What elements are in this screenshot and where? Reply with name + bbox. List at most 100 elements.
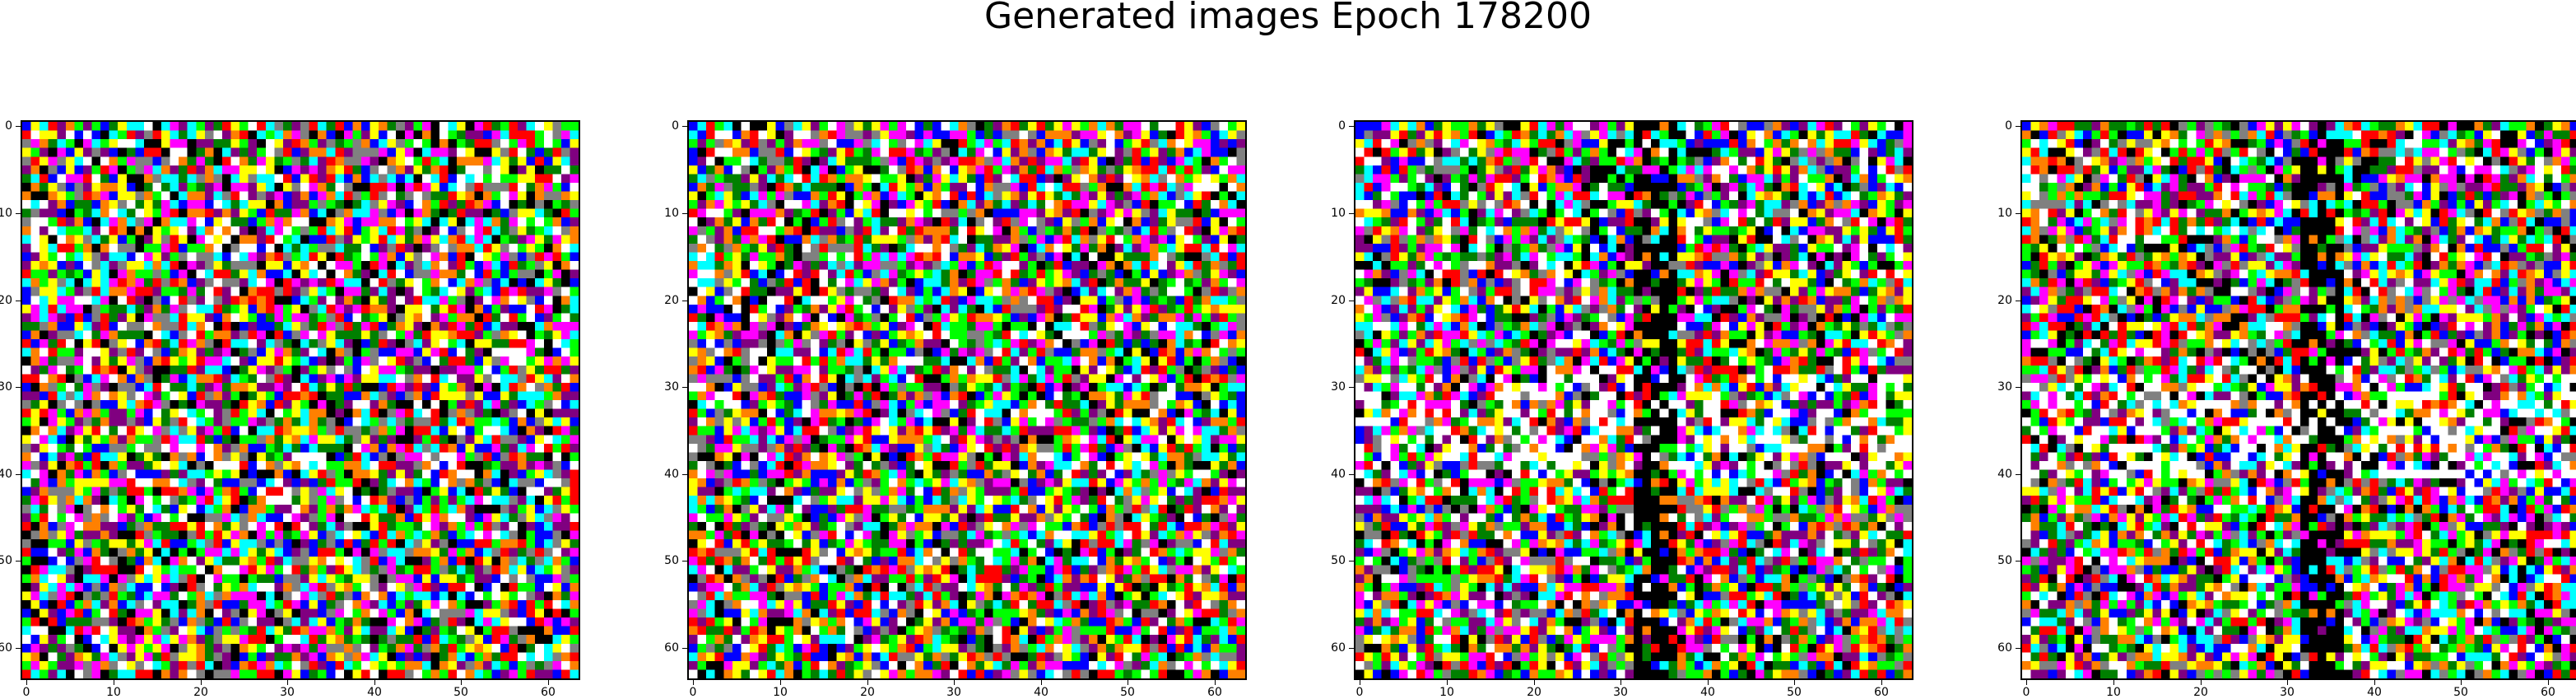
x-tick-label: 40	[1034, 686, 1049, 699]
x-tick-label: 20	[2193, 686, 2208, 699]
image-panel-3	[1354, 120, 1913, 680]
x-tick-label: 20	[193, 686, 208, 699]
x-tick-label: 30	[946, 686, 961, 699]
x-tickmark	[374, 680, 375, 685]
x-tick-label: 10	[1439, 686, 1454, 699]
y-tick-label: 60	[664, 641, 679, 655]
x-tickmark	[201, 680, 202, 685]
y-tickmark	[16, 648, 21, 649]
x-tick-label: 50	[453, 686, 468, 699]
y-tick-label: 20	[1997, 294, 2012, 307]
y-tick-label: 0	[672, 119, 679, 133]
x-tickmark	[780, 680, 781, 685]
y-tick-label: 50	[1331, 554, 1346, 567]
y-tick-label: 20	[0, 294, 12, 307]
y-tickmark	[2016, 387, 2020, 388]
image-panel-1	[21, 120, 580, 680]
x-tickmark	[867, 680, 868, 685]
x-tick-label: 0	[2022, 686, 2030, 699]
y-tick-label: 40	[664, 468, 679, 481]
y-tickmark	[2016, 474, 2020, 475]
x-tickmark	[1708, 680, 1709, 685]
x-tickmark	[1534, 680, 1535, 685]
x-tickmark	[954, 680, 955, 685]
x-tick-label: 30	[1613, 686, 1628, 699]
x-tick-label: 20	[860, 686, 875, 699]
x-tickmark	[548, 680, 549, 685]
y-tickmark	[1349, 648, 1354, 649]
y-tickmark	[682, 561, 687, 562]
y-tick-label: 60	[1997, 641, 2012, 655]
x-tickmark	[1620, 680, 1621, 685]
y-tickmark	[1349, 126, 1354, 127]
y-tick-label: 40	[1331, 468, 1346, 481]
figure-title: Generated images Epoch 178200	[983, 0, 1593, 37]
x-tick-label: 50	[1787, 686, 1802, 699]
y-tickmark	[1349, 387, 1354, 388]
x-tick-label: 40	[2367, 686, 2382, 699]
image-canvas-1	[22, 122, 579, 678]
x-tick-label: 10	[2106, 686, 2121, 699]
y-tick-label: 30	[1331, 380, 1346, 394]
x-tickmark	[1794, 680, 1795, 685]
y-tickmark	[682, 126, 687, 127]
x-tick-label: 50	[1120, 686, 1135, 699]
x-tick-label: 0	[1355, 686, 1364, 699]
x-tickmark	[2287, 680, 2288, 685]
y-tickmark	[2016, 561, 2020, 562]
x-tickmark	[2201, 680, 2202, 685]
y-tick-label: 40	[1997, 468, 2012, 481]
y-tick-label: 50	[664, 554, 679, 567]
y-tick-label: 10	[0, 207, 12, 220]
x-tick-label: 60	[2541, 686, 2555, 699]
y-tickmark	[16, 474, 21, 475]
image-panel-4	[2020, 120, 2576, 680]
x-tickmark	[1881, 680, 1882, 685]
x-tickmark	[287, 680, 288, 685]
y-tick-label: 0	[5, 119, 12, 133]
x-tick-label: 30	[2280, 686, 2295, 699]
x-tickmark	[2113, 680, 2114, 685]
y-tickmark	[682, 474, 687, 475]
x-tick-label: 50	[2453, 686, 2468, 699]
y-tick-label: 10	[1997, 207, 2012, 220]
y-tickmark	[16, 561, 21, 562]
y-tick-label: 30	[1997, 380, 2012, 394]
x-tick-label: 40	[1700, 686, 1715, 699]
y-tick-label: 20	[1331, 294, 1346, 307]
y-tickmark	[682, 387, 687, 388]
x-tickmark	[2026, 680, 2027, 685]
y-tickmark	[1349, 561, 1354, 562]
x-tickmark	[1215, 680, 1216, 685]
y-tick-label: 20	[664, 294, 679, 307]
y-tickmark	[16, 387, 21, 388]
y-tickmark	[2016, 648, 2020, 649]
x-tickmark	[693, 680, 694, 685]
x-tickmark	[1041, 680, 1042, 685]
x-tickmark	[2374, 680, 2375, 685]
y-tick-label: 30	[0, 380, 12, 394]
x-tick-label: 0	[22, 686, 30, 699]
x-tickmark	[2548, 680, 2549, 685]
x-tick-label: 10	[773, 686, 788, 699]
x-tick-label: 20	[1527, 686, 1541, 699]
image-canvas-4	[2022, 122, 2576, 678]
image-canvas-3	[1355, 122, 1912, 678]
x-tick-label: 60	[541, 686, 556, 699]
y-tick-label: 0	[1338, 119, 1346, 133]
y-tickmark	[682, 213, 687, 214]
y-tickmark	[2016, 213, 2020, 214]
x-tick-label: 10	[106, 686, 121, 699]
y-tick-label: 10	[1331, 207, 1346, 220]
image-canvas-2	[689, 122, 1245, 678]
x-tickmark	[26, 680, 27, 685]
y-tickmark	[2016, 126, 2020, 127]
x-tick-label: 0	[689, 686, 697, 699]
x-tick-label: 60	[1874, 686, 1889, 699]
x-tickmark	[461, 680, 462, 685]
x-tick-label: 30	[280, 686, 295, 699]
y-tickmark	[16, 126, 21, 127]
y-tick-label: 10	[664, 207, 679, 220]
x-tickmark	[2461, 680, 2462, 685]
y-tickmark	[16, 213, 21, 214]
